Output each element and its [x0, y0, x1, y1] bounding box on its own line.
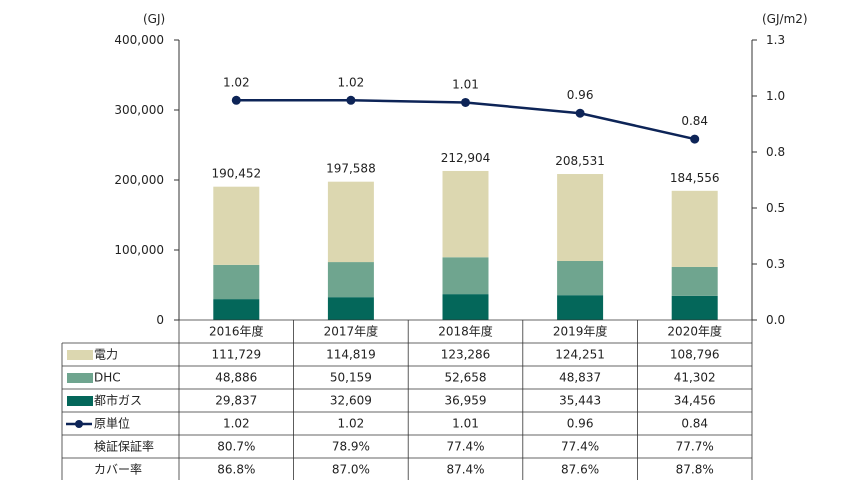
left-axis-tick-label: 200,000	[114, 173, 164, 187]
table-cell: 32,609	[330, 394, 372, 408]
bar-segment	[213, 299, 260, 320]
bar-total-label: 212,904	[441, 151, 491, 165]
table-cell: 29,837	[215, 394, 257, 408]
intensity-line: 1.02 1.02 1.01 0.96 0.84	[223, 75, 708, 144]
table-cell: 124,251	[555, 348, 605, 362]
intensity-point	[575, 108, 585, 118]
right-axis-tick-label: 0.0	[766, 313, 785, 327]
left-axis-tick-label: 0	[156, 313, 164, 327]
bar-segment	[327, 262, 374, 298]
bar-segment	[671, 266, 718, 296]
left-axis-tick-label: 400,000	[114, 33, 164, 47]
table-cell: 52,658	[445, 371, 487, 385]
table-row-label: DHC	[94, 371, 121, 385]
intensity-label: 0.96	[567, 88, 594, 102]
right-axis-tick-label: 1.3	[766, 33, 785, 47]
bar-segment	[557, 261, 604, 296]
table-cell: 41,302	[674, 371, 716, 385]
table-cell: 87.4%	[446, 463, 484, 477]
table-cell: 1.02	[338, 417, 365, 431]
bar-segment	[557, 174, 604, 262]
intensity-label: 1.02	[338, 75, 365, 89]
bar-segment	[442, 170, 489, 258]
left-axis-tick-label: 100,000	[114, 243, 164, 257]
table-row-label: 電力	[94, 348, 118, 362]
left-axis-tick-label: 300,000	[114, 103, 164, 117]
bar-segment	[557, 295, 604, 320]
table-cell: 108,796	[670, 348, 720, 362]
table-cell: 87.6%	[561, 463, 599, 477]
table-cell: 77.4%	[446, 440, 484, 454]
bar-total-label: 184,556	[670, 171, 720, 185]
table-cell: 35,443	[559, 394, 601, 408]
table-cell: 48,886	[215, 371, 257, 385]
table-cell: 0.84	[681, 417, 708, 431]
table-cell: 80.7%	[217, 440, 255, 454]
bar-total-label: 190,452	[211, 167, 261, 181]
right-axis-tick-label: 0.5	[766, 201, 785, 215]
bar-total-label: 208,531	[555, 154, 605, 168]
table-row-label: 都市ガス	[94, 393, 142, 408]
bar-segment	[327, 297, 374, 320]
table-cell: 77.4%	[561, 440, 599, 454]
table-cell: 123,286	[441, 348, 491, 362]
table-row-label: 原単位	[94, 416, 130, 431]
legend-swatch	[67, 396, 93, 406]
intensity-label: 1.02	[223, 75, 250, 89]
table-cell: 86.8%	[217, 463, 255, 477]
table-cell: 50,159	[330, 371, 372, 385]
table-header-cell: 2020年度	[667, 324, 722, 339]
right-axis-tick-label: 0.3	[766, 257, 785, 271]
table-row-label: 検証保証率	[94, 439, 154, 454]
table-cell: 87.8%	[676, 463, 714, 477]
table-header-cell: 2016年度	[209, 324, 264, 339]
legend-swatch	[67, 373, 93, 383]
table-cell: 34,456	[674, 394, 716, 408]
intensity-point	[690, 134, 700, 144]
bar-total-labels: 190,452 197,588 212,904 208,531 184,556	[211, 151, 719, 185]
table-cell: 77.7%	[676, 440, 714, 454]
intensity-label: 1.01	[452, 77, 479, 91]
bar-segment	[671, 295, 718, 320]
table-row-label: カバー率	[94, 462, 142, 477]
intensity-point	[231, 95, 241, 105]
table-cell: 78.9%	[332, 440, 370, 454]
bar-segment	[442, 294, 489, 320]
table-cell: 36,959	[445, 394, 487, 408]
table-cell: 87.0%	[332, 463, 370, 477]
legend-marker	[75, 420, 83, 428]
table-cell: 48,837	[559, 371, 601, 385]
table-header-cell: 2019年度	[553, 324, 608, 339]
table-header-cell: 2017年度	[324, 324, 379, 339]
table-cell: 0.96	[567, 417, 594, 431]
bar-total-label: 197,588	[326, 162, 376, 176]
bar-segment	[327, 181, 374, 263]
left-axis: 0 100,000 200,000 300,000 400,000	[114, 33, 180, 327]
bar-segment	[213, 186, 260, 265]
bar-segment	[213, 264, 260, 300]
legend-swatch	[67, 350, 93, 360]
right-axis-unit: (GJ/m2)	[762, 12, 808, 26]
right-axis: 0.0 0.3 0.5 0.8 1.0 1.3	[751, 33, 785, 327]
intensity-point	[346, 95, 356, 105]
table-header-cell: 2018年度	[438, 324, 493, 339]
intensity-point	[461, 97, 470, 107]
table-cell: 111,729	[211, 348, 261, 362]
right-axis-tick-label: 1.0	[766, 89, 785, 103]
table-cell: 1.01	[452, 417, 479, 431]
bar-segment	[442, 257, 489, 295]
table-cell: 1.02	[223, 417, 250, 431]
bar-segment	[671, 190, 718, 267]
table-cell: 114,819	[326, 348, 376, 362]
right-axis-tick-label: 0.8	[766, 145, 785, 159]
left-axis-unit: (GJ)	[143, 12, 165, 26]
bars	[213, 170, 718, 320]
intensity-label: 0.84	[681, 114, 708, 128]
